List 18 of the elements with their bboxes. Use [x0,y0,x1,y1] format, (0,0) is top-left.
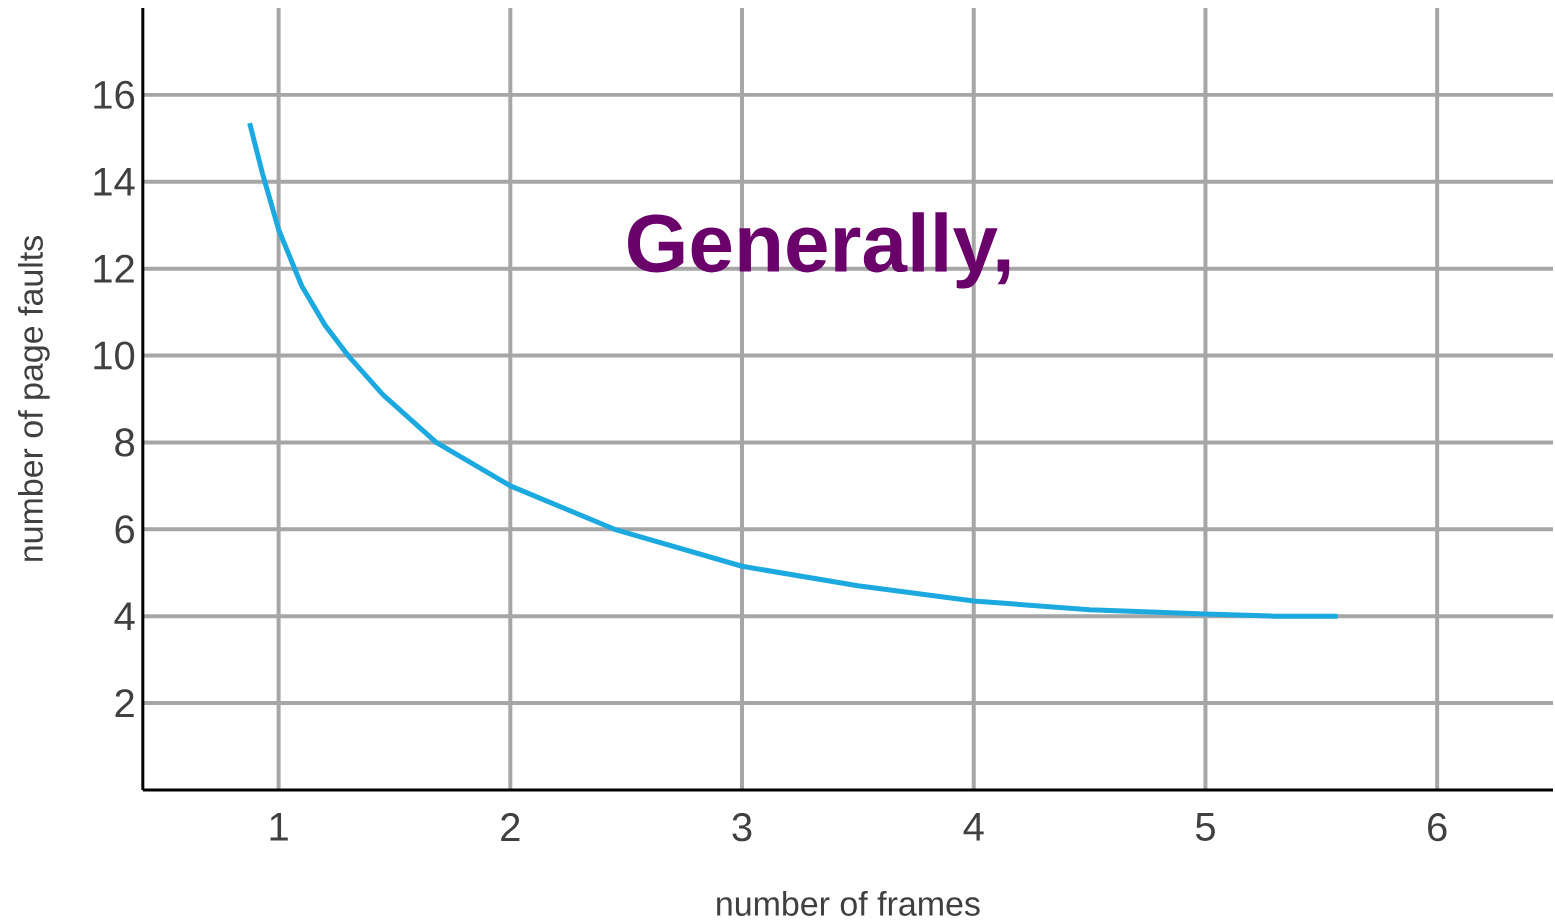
x-tick-label: 4 [963,813,984,841]
y-tick-label: 10 [94,341,135,370]
y-tick-label: 14 [94,168,135,196]
x-tick-label: 5 [1195,813,1215,842]
y-tick-label: 8 [115,428,135,457]
x-tick-label: 2 [501,813,520,842]
y-tick-label: 2 [115,689,134,718]
x-tick-label: 6 [1428,813,1447,842]
y-axis-title: number of page faults [18,236,50,562]
y-tick-label: 16 [94,80,134,110]
x-axis-title: number of frames [717,891,980,917]
line-series [247,120,1341,619]
x-tick-label: 1 [270,813,288,841]
y-tick-label: 12 [94,254,134,283]
y-tick-label: 6 [115,515,134,544]
annotation: Generally, [628,212,1010,289]
x-tick-label: 3 [732,813,752,842]
y-tick-label: 4 [114,602,135,631]
